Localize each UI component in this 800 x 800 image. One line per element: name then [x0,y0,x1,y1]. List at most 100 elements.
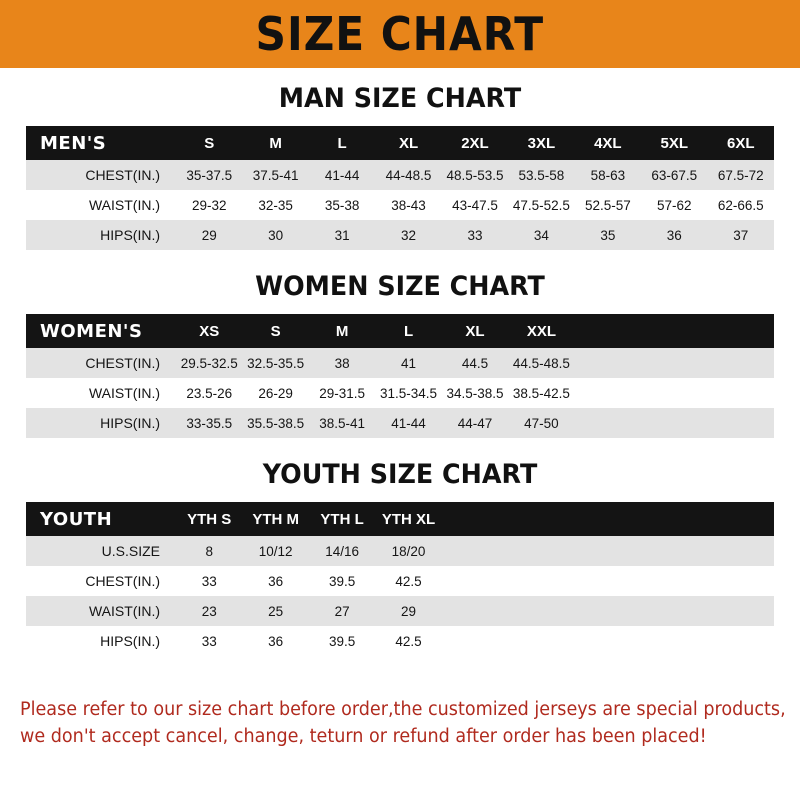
table-cell-empty [707,596,774,626]
row-label: WAIST(IN.) [26,378,176,408]
table-cell-empty [574,566,642,596]
column-header: 2XL [461,134,489,152]
column-header-empty [707,314,774,348]
size-table: WOMEN'S XS S M L XL XXL CHEST(IN.) 29.5-32.5 32.5… [26,314,774,438]
table-cell-empty [641,378,708,408]
table-cell-empty [641,408,708,438]
table-cell: 18/20 [375,536,442,566]
table-cell: 58-63 [574,160,642,190]
row-label: CHEST(IN.) [26,348,176,378]
column-header: YTH XL [381,510,436,528]
table-row: CHEST(IN.) 33 36 39.5 42.5 [26,566,774,596]
table-cell-empty [441,536,509,566]
table-cell-empty [641,536,708,566]
column-header: 6XL [726,134,755,152]
column-header-empty [574,502,642,536]
table-cell: 27 [308,596,376,626]
row-label: HIPS(IN.) [26,220,176,250]
table-cell-empty [707,566,774,596]
size-chart-sections: MAN SIZE CHART MEN'S S M L XL 2XL 3XL 4XL 5XL 6XL C… [0,84,800,678]
table-corner-label: WOMEN'S [40,320,143,342]
table-cell: 31 [308,220,376,250]
table-cell: 36 [242,566,309,596]
table-cell: 47.5-52.5 [508,190,575,220]
table-cell-empty [441,566,509,596]
table-cell: 33-35.5 [176,408,243,438]
size-table: MEN'S S M L XL 2XL 3XL 4XL 5XL 6XL CHEST(IN.) 35-37… [26,126,774,250]
table-cell-empty [707,408,774,438]
table-cell: 42.5 [375,566,442,596]
table-cell: 8 [176,536,243,566]
table-row: WAIST(IN.) 23.5-26 26-29 29-31.5 31.5-34.5 34… [26,378,774,408]
column-header: XL [398,134,419,152]
table-cell: 38 [308,348,376,378]
table-cell-empty [707,626,774,656]
table-cell-empty [574,596,642,626]
footer-note-line-1: Please refer to our size chart before or… [20,699,786,720]
column-header: L [403,322,414,340]
table-cell: 37.5-41 [242,160,309,190]
page-banner: SIZE CHART [0,0,800,68]
column-header: 5XL [660,134,689,152]
column-header: XL [465,322,485,340]
page-title: SIZE CHART [255,7,545,61]
table-cell-empty [574,536,642,566]
table-corner-label: YOUTH [40,508,113,530]
table-cell-empty [508,536,575,566]
table-row: WAIST(IN.) 29-32 32-35 35-38 38-43 43-47.5 47.… [26,190,774,220]
column-header-empty [641,314,708,348]
table-cell-empty [641,626,708,656]
table-cell: 29 [176,220,243,250]
table-cell: 57-62 [641,190,708,220]
table-cell: 32.5-35.5 [242,348,309,378]
table-cell: 33 [176,566,243,596]
table-cell: 34.5-38.5 [441,378,509,408]
table-header-row: YOUTH YTH S YTH M YTH L YTH XL [26,502,774,536]
row-label: HIPS(IN.) [26,626,176,656]
row-label: WAIST(IN.) [26,190,176,220]
table-cell-empty [574,626,642,656]
table-cell: 39.5 [308,626,376,656]
table-cell-empty [707,378,774,408]
column-header-empty [574,314,642,348]
column-header: S [204,134,215,152]
row-label: WAIST(IN.) [26,596,176,626]
table-cell: 38.5-41 [308,408,376,438]
table-cell: 44-47 [441,408,509,438]
table-cell: 29-31.5 [308,378,376,408]
table-row: U.S.SIZE 8 10/12 14/16 18/20 [26,536,774,566]
table-cell: 44.5 [441,348,509,378]
footer-note-line-2: we don't accept cancel, change, teturn o… [20,726,707,747]
table-cell: 42.5 [375,626,442,656]
table-cell: 10/12 [242,536,309,566]
table-cell: 29 [375,596,442,626]
column-header-empty [508,502,575,536]
table-row: HIPS(IN.) 33 36 39.5 42.5 [26,626,774,656]
table-cell: 39.5 [308,566,376,596]
table-cell-empty [707,348,774,378]
table-cell: 43-47.5 [441,190,509,220]
table-header-row: WOMEN'S XS S M L XL XXL [26,314,774,348]
column-header: XXL [526,322,556,340]
table-cell: 35-38 [308,190,376,220]
table-cell-empty [508,566,575,596]
table-cell: 53.5-58 [508,160,575,190]
table-cell: 31.5-34.5 [375,378,442,408]
section-title: YOUTH SIZE CHART [262,459,538,490]
row-label: CHEST(IN.) [26,160,176,190]
table-cell: 32 [375,220,442,250]
table-cell: 62-66.5 [707,190,774,220]
table-cell: 14/16 [308,536,376,566]
table-cell: 52.5-57 [574,190,642,220]
column-header: M [335,322,349,340]
table-row: WAIST(IN.) 23 25 27 29 [26,596,774,626]
table-cell: 33 [176,626,243,656]
table-cell: 35.5-38.5 [242,408,309,438]
table-cell: 29-32 [176,190,243,220]
column-header: 3XL [527,134,556,152]
table-cell: 23 [176,596,243,626]
table-cell: 32-35 [242,190,309,220]
table-cell: 23.5-26 [176,378,243,408]
table-cell: 36 [242,626,309,656]
column-header: L [337,134,347,152]
